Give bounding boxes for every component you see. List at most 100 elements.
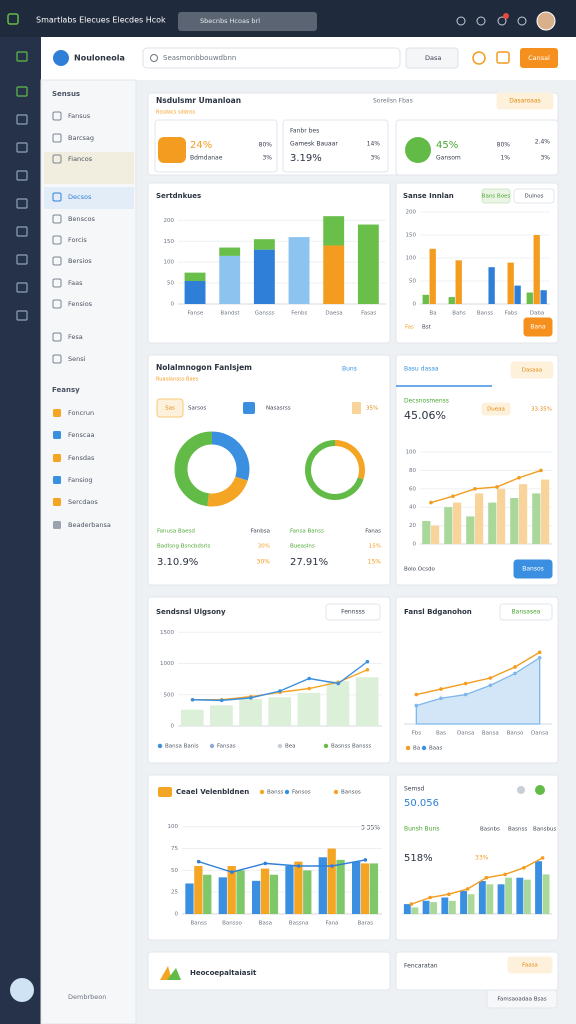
x-tick-label: Dansa	[531, 731, 548, 737]
point	[488, 683, 493, 688]
panel-button[interactable]	[499, 603, 553, 621]
chip[interactable]	[513, 188, 555, 204]
nav-icon	[53, 454, 61, 462]
stat-side: 33%	[475, 855, 489, 862]
panel-title: Sendsnsl Ulgsony	[156, 608, 226, 616]
donut-metric: 30%	[258, 544, 270, 550]
donut-value: 15%	[368, 559, 382, 566]
bar	[497, 488, 506, 544]
chip-text: Dulnos	[525, 194, 544, 200]
legend-label: Fansos	[292, 790, 311, 796]
bar	[488, 267, 495, 304]
point	[428, 895, 432, 900]
header-search[interactable]	[142, 47, 401, 69]
header-select[interactable]	[405, 47, 459, 69]
panel-button[interactable]	[486, 989, 558, 1009]
x-tick-label: Daesa	[325, 311, 342, 317]
point	[517, 475, 521, 480]
rail-icon[interactable]	[16, 254, 28, 265]
header-button[interactable]	[520, 48, 558, 68]
tab-text[interactable]: Basu dasaa	[404, 366, 439, 373]
y-tick-label: 1500	[160, 630, 174, 636]
bar	[285, 866, 294, 914]
nav-item[interactable]: Sercdaos	[68, 498, 98, 506]
stat-side: 3%	[262, 155, 272, 162]
panel-button[interactable]	[496, 92, 554, 110]
top-icon[interactable]	[497, 16, 507, 26]
rail-icon[interactable]	[16, 226, 28, 237]
nav-item[interactable]: Benscos	[68, 215, 96, 223]
panel	[147, 354, 391, 586]
bar	[411, 907, 419, 914]
nav-item[interactable]: Bersios	[68, 257, 92, 265]
panel-link[interactable]: Soreilsn Fbas	[373, 98, 413, 105]
chip-text: Dueaa	[487, 407, 505, 413]
x-tick-label: Bassna	[289, 921, 309, 927]
panel-icon	[535, 785, 545, 795]
nav-item[interactable]: Fansiog	[68, 476, 93, 484]
nav-item[interactable]: Fansus	[68, 112, 91, 120]
panel-button[interactable]	[513, 559, 553, 579]
legend-dot	[323, 743, 329, 749]
chip[interactable]	[481, 188, 511, 204]
nav-item[interactable]: Forcis	[68, 236, 87, 244]
button-text: Bansasea	[512, 609, 541, 616]
rail-icon[interactable]	[16, 282, 28, 293]
stat-label: Gansom	[436, 155, 461, 162]
panel-button[interactable]	[523, 317, 553, 337]
nav-item[interactable]: Faas	[68, 279, 83, 287]
panel-title: Nolalmnogon Fanlsjem	[156, 363, 252, 372]
bar	[505, 877, 513, 914]
top-icon[interactable]	[476, 16, 486, 26]
panel-title: Semsd	[404, 786, 424, 793]
nav-icon	[52, 192, 62, 202]
tab-text[interactable]: Sarsos	[188, 406, 206, 412]
rail-icon[interactable]	[16, 310, 28, 321]
nav-icon	[53, 431, 61, 439]
y-tick-label: 200	[406, 210, 417, 216]
nav-item[interactable]: Fensdas	[68, 454, 95, 462]
tab[interactable]	[156, 398, 184, 418]
nav-item[interactable]: Fesa	[68, 333, 83, 341]
brand-logo	[53, 50, 69, 66]
bar	[532, 493, 541, 544]
pill[interactable]	[507, 956, 553, 974]
rail-icon[interactable]	[16, 198, 28, 209]
bar	[497, 884, 505, 914]
nav-item[interactable]: Beaderbansa	[68, 521, 111, 529]
nav-item[interactable]: Foncrun	[68, 409, 94, 417]
y-tick-label: 20	[409, 523, 416, 529]
rail-icon[interactable]	[16, 142, 28, 153]
rail-icon[interactable]	[16, 51, 28, 62]
nav-item[interactable]: Fensios	[68, 300, 93, 308]
bar	[516, 877, 524, 914]
nav-item[interactable]: Fenscaa	[68, 431, 94, 439]
top-icon[interactable]	[517, 16, 527, 26]
nav-item[interactable]: Barcsag	[68, 134, 94, 142]
avatar[interactable]	[536, 11, 556, 31]
top-search[interactable]	[178, 12, 317, 31]
rail-icon[interactable]	[16, 86, 28, 97]
top-icon[interactable]	[456, 16, 466, 26]
header-icon[interactable]	[472, 51, 486, 65]
nav-icon	[52, 278, 62, 288]
y-tick-label: 60	[409, 486, 416, 492]
panel-link[interactable]: Buns	[342, 366, 357, 373]
nav-item[interactable]: Fiancos	[68, 155, 93, 163]
point	[230, 870, 234, 874]
rail-icon[interactable]	[16, 114, 28, 125]
tab-text: 35%	[366, 406, 378, 412]
line	[411, 857, 543, 905]
rail-help[interactable]	[10, 978, 34, 1002]
nav-item[interactable]: Decsos	[68, 193, 92, 201]
pill[interactable]	[510, 361, 554, 379]
panel	[147, 951, 391, 991]
chip-text: Basnss	[508, 827, 527, 833]
tab-text[interactable]: Nasasrss	[266, 406, 291, 412]
bar	[519, 484, 528, 544]
rail-icon[interactable]	[16, 170, 28, 181]
panel-button[interactable]	[325, 603, 381, 621]
bar	[467, 894, 475, 914]
header-icon[interactable]	[496, 51, 510, 64]
nav-item[interactable]: Sensi	[68, 355, 86, 363]
